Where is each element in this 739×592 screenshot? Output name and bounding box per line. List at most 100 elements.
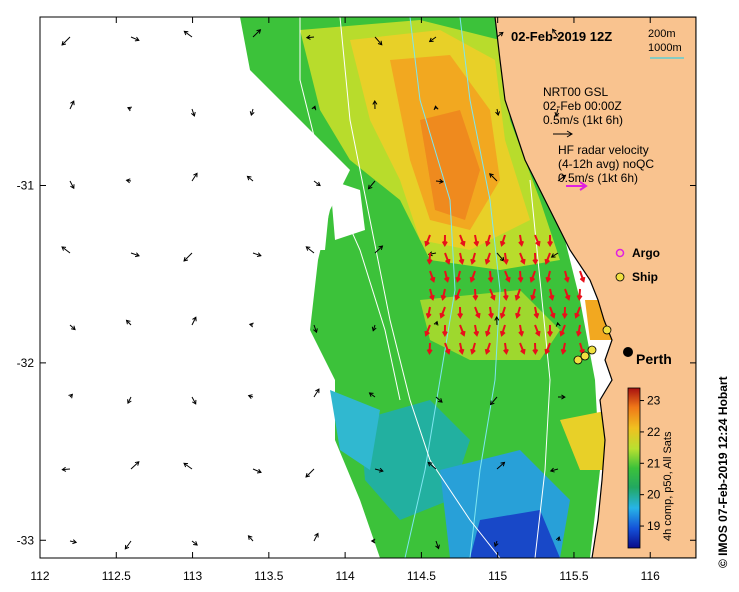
model-arrow [246,175,254,182]
model-arrow [125,178,132,184]
x-tick-label: 114.5 [407,569,436,583]
model-arrow [370,538,376,544]
radar-arrow [499,234,506,247]
radar-arrow [458,252,465,265]
model-arrow [191,108,196,117]
radar-arrow [455,270,462,283]
model-arrow [368,392,376,398]
model-arrow [248,322,254,328]
model-arrow [427,461,437,470]
model-arrow [374,467,384,473]
radar-arrow [503,252,509,265]
model-arrow [61,246,71,254]
model-arrow [183,30,193,38]
radar-arrow [443,270,450,283]
model-arrow [496,461,506,470]
model-arrow [374,245,384,254]
x-tick-label: 112 [30,569,49,583]
radar-arrow [424,324,431,337]
contour-1000m-label: 1000m [648,42,682,54]
radar-arrow [484,252,491,265]
colorbar-tick-label: 21 [647,456,661,470]
perth-marker [623,347,633,357]
radar-arrow [515,306,521,319]
model-arrow [557,174,567,182]
radar-arrow [502,288,509,301]
model-arrow [493,540,499,548]
radar-arrow [444,342,451,355]
model-arrow [494,316,500,326]
radar-arrow [469,270,476,283]
model-arrow [554,108,560,117]
model-arrow [191,316,197,326]
radar-arrow [429,270,436,283]
radar-arrow [444,252,451,265]
model-arrow [433,105,439,111]
model-arrow [489,173,498,182]
model-arrow [367,180,376,190]
radar-arrow [429,288,435,301]
x-tick-label: 114 [336,569,355,583]
radar-legend-line3: 0.5m/s (1kt 6h) [558,171,638,185]
radar-arrow [533,306,540,319]
radar-arrow [560,342,567,355]
radar-arrow [517,270,524,283]
radar-arrow [484,324,491,337]
model-current-arrows [61,28,567,550]
model-arrow [191,540,198,546]
radar-arrow [576,288,583,301]
radar-arrow [530,288,536,301]
radar-arrow [544,252,551,265]
model-arrow [311,105,317,111]
radar-arrow [473,324,480,337]
radar-arrow [519,342,526,355]
model-arrow [552,28,559,38]
radar-arrow [474,306,481,319]
radar-arrow [472,288,479,301]
bathymetry-contours [404,17,501,558]
x-axis: 112 112.5 113 113.5 114 114.5 115 115.5 116 [30,17,660,583]
colorbar-tick-label: 19 [647,519,661,533]
x-tick-label: 115 [488,569,507,583]
perth-label: Perth [636,351,672,367]
radar-arrow [426,342,433,355]
radar-arrow [575,324,582,337]
radar-arrow [534,324,541,337]
radar-arrow [470,252,476,265]
radar-arrow [532,252,539,265]
radar-legend-arrow [566,181,588,191]
radar-arrow [459,324,466,337]
radar-arrow [488,306,494,319]
model-arrow [313,388,320,398]
ship-legend-icon [615,272,625,282]
model-arrow [247,394,254,399]
x-tick-label: 115.5 [559,569,588,583]
radar-arrow [561,306,568,319]
radar-arrow [559,324,566,337]
radar-arrow [529,270,536,283]
radar-arrow [424,234,431,247]
radar-arrow [426,252,433,265]
radar-legend-line2: (4-12h avg) noQC [558,157,654,171]
colorbar-tick-label: 22 [647,425,661,439]
model-arrow [433,320,439,326]
radar-arrow [544,342,551,355]
model-legend-line2: 02-Feb 00:00Z [543,99,622,113]
radar-arrow [489,288,496,301]
argo-legend-icon [615,248,625,258]
radar-legend-line1: HF radar velocity [558,143,649,157]
radar-arrow [519,252,526,265]
radar-arrow [579,270,586,283]
model-arrow [130,252,140,258]
model-arrow [374,36,383,46]
model-arrow [252,252,262,258]
model-arrow [249,108,255,117]
model-arrow [125,319,132,326]
radar-arrow [487,270,494,283]
model-arrow [61,36,71,46]
model-arrow [435,396,443,403]
colorbar-tick-label: 20 [647,488,661,502]
model-arrow [183,252,193,262]
model-legend-arrow [553,130,573,138]
